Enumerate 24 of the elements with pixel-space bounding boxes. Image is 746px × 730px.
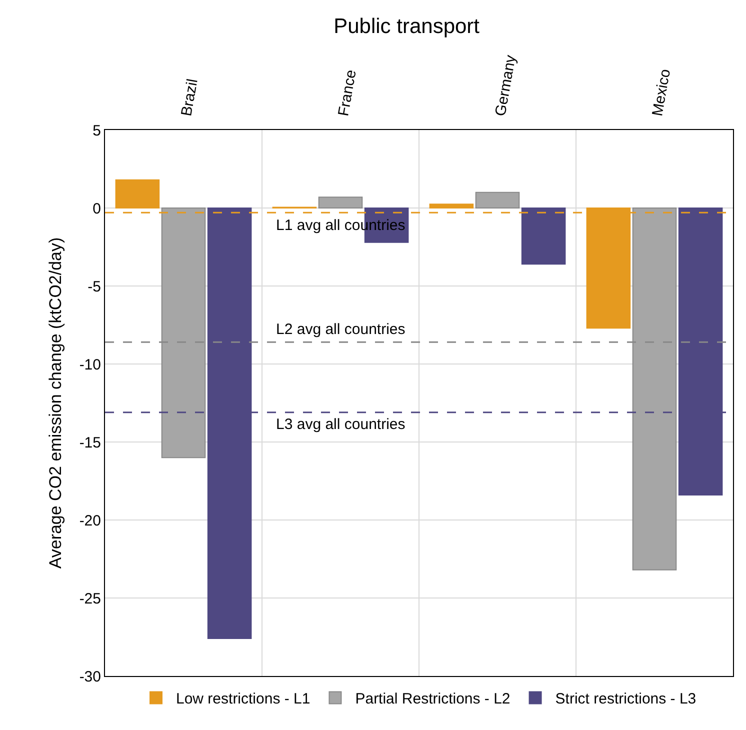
bar [475, 192, 520, 208]
x-tick-label: Germany [492, 53, 520, 118]
bar [429, 204, 474, 208]
bar [521, 208, 566, 265]
y-tick-label: -10 [79, 356, 101, 374]
y-tick-label: -5 [88, 278, 101, 296]
bar [115, 179, 160, 208]
chart-title: Public transport [334, 14, 480, 38]
ref-line-label: L3 avg all countries [276, 416, 406, 433]
y-axis-title: Average CO2 emission change (ktCO2/day) [46, 237, 65, 569]
y-tick-label: 0 [92, 200, 101, 218]
y-tick-label: 5 [92, 122, 101, 140]
y-tick-label: -20 [79, 512, 101, 530]
ref-line-label: L2 avg all countries [276, 321, 406, 338]
x-tick-label: Mexico [649, 68, 674, 118]
x-tick-label: France [335, 68, 360, 118]
y-tick-label: -25 [79, 590, 101, 608]
legend-label: Strict restrictions - L3 [555, 690, 696, 708]
x-tick-label: Brazil [178, 78, 202, 118]
y-tick-label: -15 [79, 434, 101, 452]
y-tick-label: -30 [79, 668, 101, 686]
legend-label: Low restrictions - L1 [176, 690, 310, 708]
bar [318, 196, 363, 208]
legend-label: Partial Restrictions - L2 [355, 690, 510, 708]
